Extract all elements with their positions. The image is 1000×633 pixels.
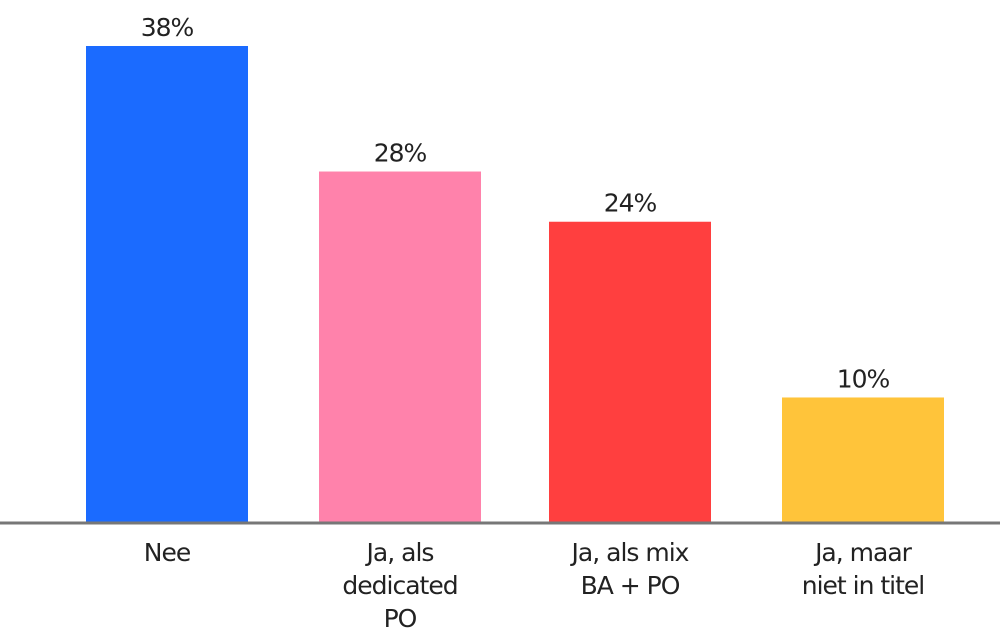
x-tick-label-4: Ja, maar niet in titel [802,538,925,600]
x-tick-label-3-line-1: Ja, als mix [570,538,689,567]
bar-4 [782,397,944,523]
x-tick-label-2-line-3: PO [384,604,417,633]
value-labels-group: 38% 28% 24% 10% [141,13,891,393]
data-label-1: 38% [141,13,194,42]
data-label-3: 24% [604,189,657,218]
x-tick-label-2-line-1: Ja, als [365,538,434,567]
data-label-4: 10% [837,364,890,393]
bar-2 [319,171,481,524]
x-tick-label-2-line-2: dedicated [342,571,457,600]
x-tick-label-3-line-2: BA + PO [581,571,680,600]
x-tick-label-4-line-2: niet in titel [802,571,925,600]
x-tick-label-3: Ja, als mix BA + PO [570,538,689,600]
x-tick-label-4-line-1: Ja, maar [813,538,913,567]
data-label-2: 28% [374,139,427,168]
bar-3 [549,221,711,523]
bars-group [86,46,944,524]
x-tick-label-1-line-1: Nee [144,538,191,567]
x-tick-label-2: Ja, als dedicated PO [342,538,457,633]
x-tick-label-1: Nee [144,538,191,567]
bar-1 [86,46,248,523]
